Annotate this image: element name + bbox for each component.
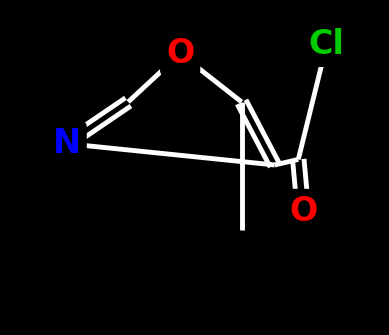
Text: Cl: Cl <box>309 28 345 61</box>
Text: O: O <box>166 37 194 70</box>
Text: N: N <box>53 127 81 160</box>
Text: O: O <box>289 195 317 228</box>
